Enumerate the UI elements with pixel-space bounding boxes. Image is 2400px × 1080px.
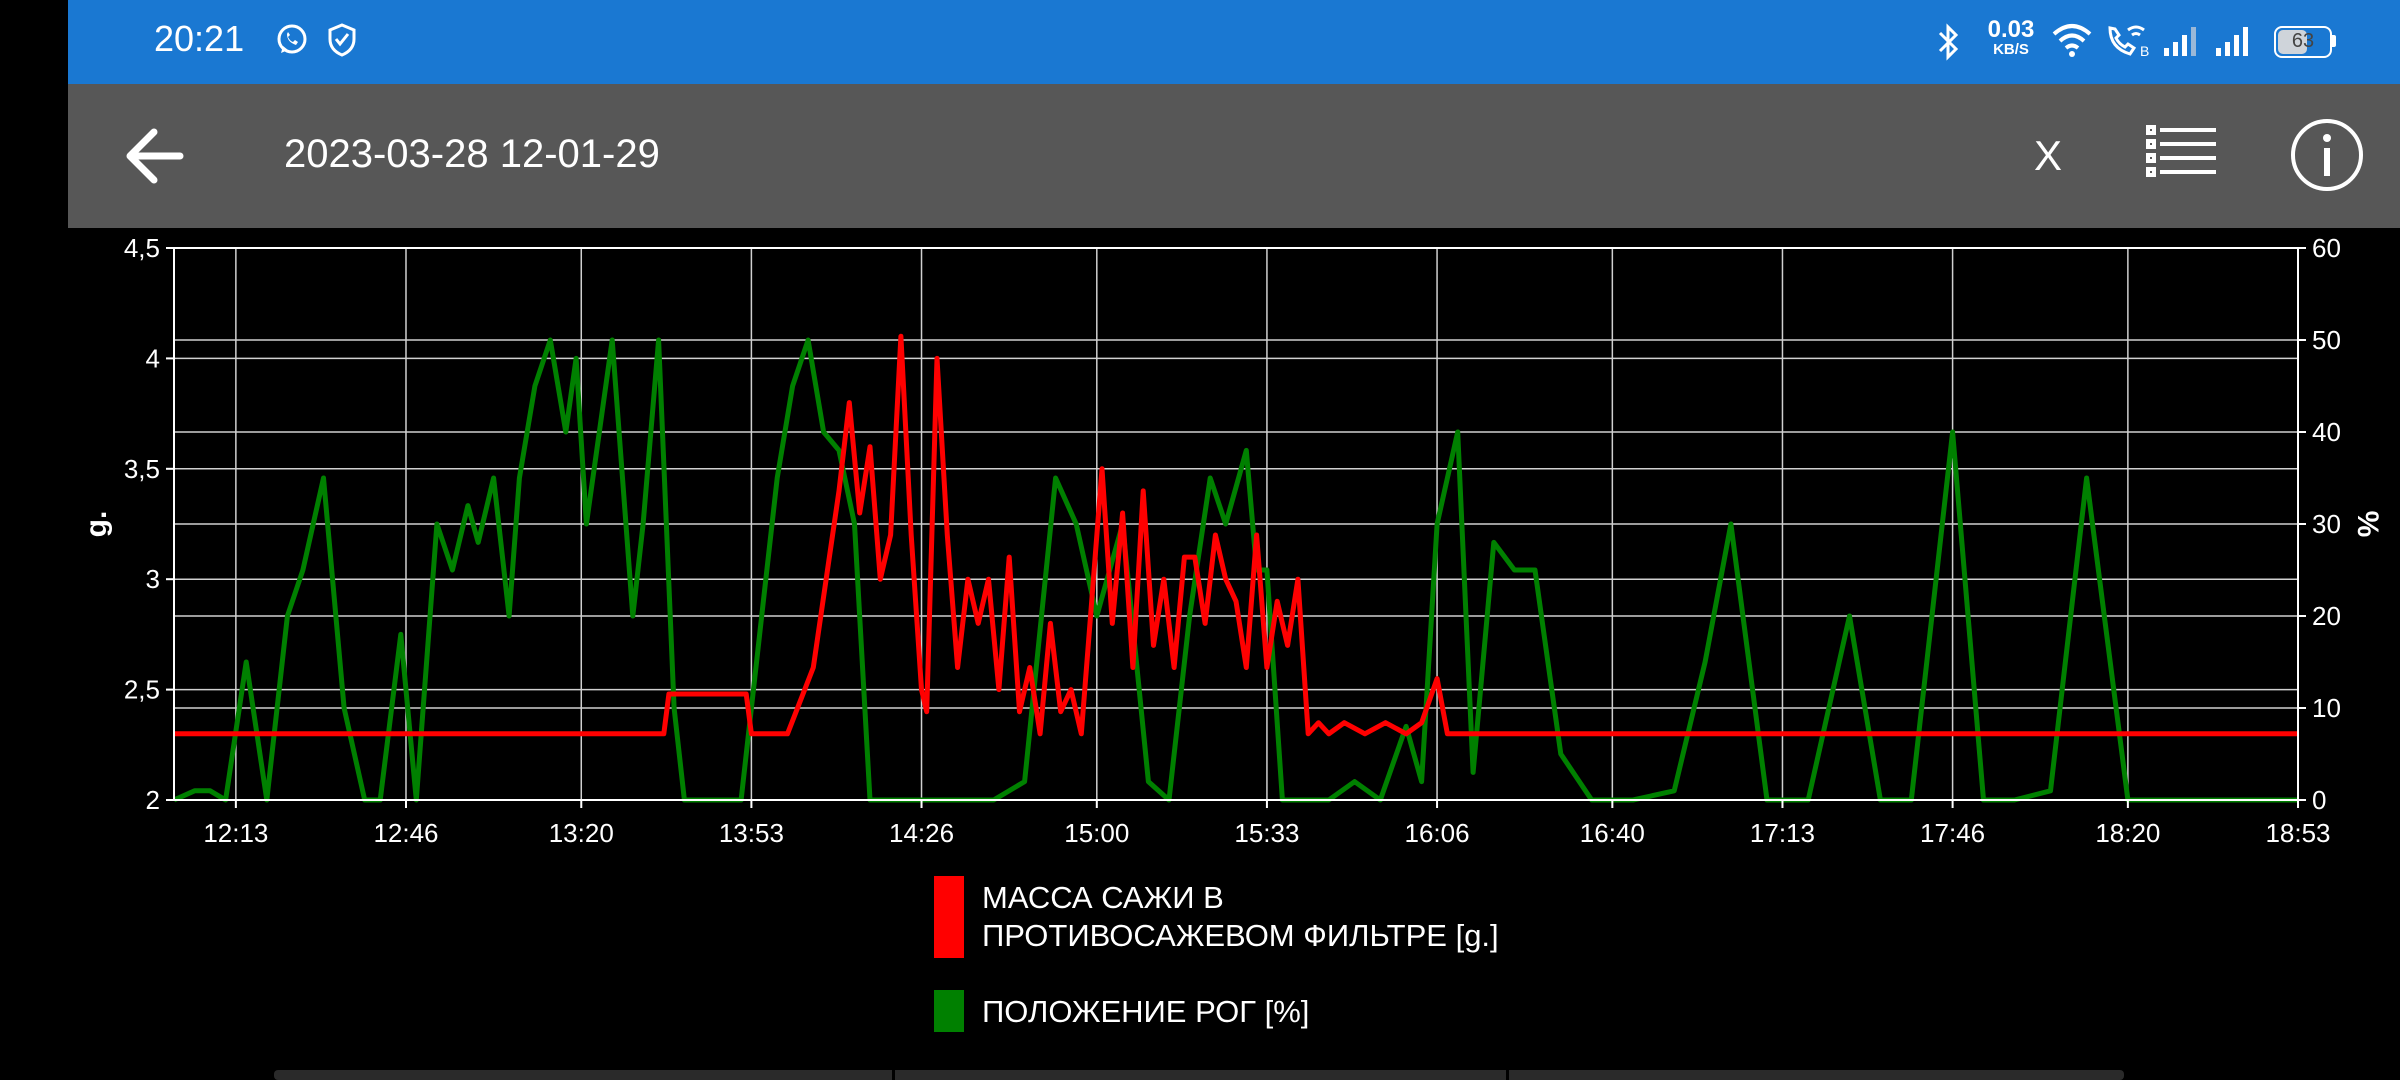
right-axis: 0 10 20 30 40 50 60 <box>2298 233 2341 815</box>
left-tick-label: 2 <box>146 785 160 815</box>
left-tick-label: 2,5 <box>124 675 160 705</box>
list-button[interactable] <box>2146 124 2218 184</box>
x-tick-label: 13:53 <box>719 818 784 848</box>
legend-label: ПОЛОЖЕНИЕ РОГ [%] <box>982 994 1309 1029</box>
right-tick-label: 50 <box>2312 325 2341 355</box>
wifi-icon <box>2052 24 2092 57</box>
back-arrow-icon <box>126 128 184 184</box>
right-axis-title: % <box>2351 511 2384 538</box>
x-tick-label: 12:46 <box>373 818 438 848</box>
app-bar: 2023-03-28 12-01-29 X <box>68 84 2400 228</box>
left-axis-title: g. <box>80 511 113 538</box>
x-tick-label: 18:53 <box>2265 818 2330 848</box>
left-axis: 2 2,5 3 3,5 4 4,5 <box>124 233 174 815</box>
x-tick-label: 16:40 <box>1580 818 1645 848</box>
right-tick-label: 10 <box>2312 693 2341 723</box>
x-tick-label: 14:26 <box>889 818 954 848</box>
x-tick-label: 17:13 <box>1750 818 1815 848</box>
status-bar: 20:21 0.03 KB/S B <box>68 0 2400 84</box>
signal-icon <box>2216 27 2248 56</box>
right-tick-label: 20 <box>2312 601 2341 631</box>
legend: МАССА САЖИ В ПРОТИВОСАЖЕВОМ ФИЛЬТРЕ [g.] П… <box>934 876 1499 1032</box>
left-tick-label: 4,5 <box>124 233 160 263</box>
back-button[interactable] <box>120 124 190 188</box>
clock: 20:21 <box>154 18 245 59</box>
legend-swatch <box>934 990 964 1032</box>
list-icon <box>2146 125 2216 177</box>
x-axis-button[interactable]: X <box>2033 132 2062 179</box>
x-tick-label: 18:20 <box>2095 818 2160 848</box>
shield-check-icon <box>328 23 356 57</box>
signal-icon <box>2164 27 2196 56</box>
battery-icon: 63 <box>2274 26 2336 58</box>
chart: 2 2,5 3 3,5 4 4,5 0 10 20 30 40 50 60 12:13 12:46 13:… <box>80 233 2384 1032</box>
svg-text:B: B <box>2140 43 2149 59</box>
right-tick-label: 0 <box>2312 785 2326 815</box>
left-tick-label: 4 <box>146 343 160 373</box>
x-tick-label: 13:20 <box>549 818 614 848</box>
x-tick-label: 17:46 <box>1920 818 1985 848</box>
x-tick-label: 16:06 <box>1405 818 1470 848</box>
legend-swatch <box>934 876 964 958</box>
x-tick-label: 12:13 <box>203 818 268 848</box>
x-tick-label: 15:00 <box>1064 818 1129 848</box>
x-tick-label: 15:33 <box>1234 818 1299 848</box>
whatsapp-icon <box>277 24 307 54</box>
series-line-1 <box>174 333 2298 737</box>
right-tick-label: 30 <box>2312 509 2341 539</box>
wifi-call-icon: B <box>2108 25 2149 59</box>
right-tick-label: 60 <box>2312 233 2341 263</box>
navigation-bar <box>274 1070 2124 1080</box>
left-tick-label: 3,5 <box>124 454 160 484</box>
info-button[interactable] <box>2290 118 2364 192</box>
legend-label: МАССА САЖИ В ПРОТИВОСАЖЕВОМ ФИЛЬТРЕ [g.] <box>982 880 1499 953</box>
page-title: 2023-03-28 12-01-29 <box>284 132 660 176</box>
x-axis: 12:13 12:46 13:20 13:53 14:26 15:00 15:33 16:06… <box>203 800 2331 848</box>
bluetooth-icon <box>1938 23 1959 61</box>
left-tick-label: 3 <box>146 564 160 594</box>
info-icon <box>2291 119 2363 191</box>
right-tick-label: 40 <box>2312 417 2341 447</box>
network-speed: 0.03 KB/S <box>1987 16 2035 58</box>
